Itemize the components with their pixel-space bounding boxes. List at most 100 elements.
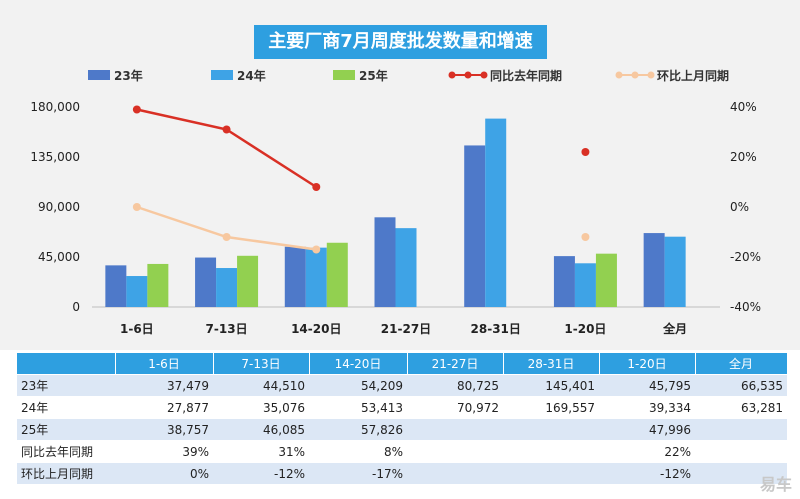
table-row-2-cell-5	[503, 418, 599, 441]
legend-mom: 环比上月同期	[615, 67, 729, 83]
table-row-0: 23年 37,479 44,510 54,209 80,725 145,401 45,795…	[17, 374, 787, 397]
x-tick-6: 全月	[662, 321, 687, 336]
point-0-2	[312, 183, 321, 191]
table-row-2: 25年 38,757 46,085 57,826 47,996	[17, 418, 787, 441]
table-row-4-cell-3: -17%	[309, 462, 407, 485]
table-row-0-cell-3: 54,209	[309, 374, 407, 397]
table-row-0-cell-6: 45,795	[599, 374, 695, 397]
x-tick-3: 21-27日	[381, 322, 431, 336]
point-0-0	[132, 105, 141, 114]
bar-2-1	[237, 255, 259, 307]
table-header-row-cell-7: 全月	[695, 353, 788, 375]
table-row-2-cell-3: 57,826	[309, 418, 407, 441]
line-0-seg	[136, 108, 317, 189]
legend-label-25: 25年	[359, 68, 388, 83]
point-1-5	[581, 233, 590, 241]
table-row-4-cell-0: 环比上月同期	[17, 462, 115, 485]
table-row-3-cell-4	[407, 440, 503, 463]
legend-label-24: 24年	[237, 68, 266, 83]
table-row-0-cell-5: 145,401	[503, 374, 599, 397]
y-right-tick-3: 20%	[730, 150, 757, 164]
table-header-row-cell-5: 28-31日	[503, 353, 600, 375]
table-row-1-cell-0: 24年	[17, 396, 115, 419]
table-row-0-cell-2: 44,510	[213, 374, 309, 397]
table-row-3-cell-3: 8%	[309, 440, 407, 463]
x-tick-2: 14-20日	[291, 322, 341, 336]
table-row-1-cell-1: 27,877	[115, 396, 213, 419]
y-right-tick-2: 0%	[730, 200, 749, 214]
bar-1-3	[395, 228, 417, 307]
y-right-tick-1: -20%	[730, 250, 761, 264]
y-left-tick-3: 135,000	[30, 150, 80, 164]
legend-label-mom: 环比上月同期	[657, 68, 730, 83]
legend-swatch-23	[88, 70, 110, 80]
table-row-3-cell-2: 31%	[213, 440, 309, 463]
table-row-2-cell-2: 46,085	[213, 418, 309, 441]
bar-2-0	[147, 263, 169, 307]
bar-1-0	[126, 276, 148, 307]
bar-2-5	[595, 253, 617, 307]
legend-swatch-24	[211, 70, 233, 80]
bar-0-1	[195, 257, 217, 307]
x-tick-1: 7-13日	[206, 322, 248, 336]
y-left-tick-4: 180,000	[30, 100, 80, 114]
table-row-4-cell-5	[503, 462, 599, 485]
table-header-row-cell-3: 14-20日	[309, 353, 408, 375]
bar-1-5	[574, 263, 596, 307]
y-left-tick-2: 90,000	[38, 200, 80, 214]
table-row-2-cell-7	[695, 418, 787, 441]
bar-1-1	[216, 268, 238, 307]
bar-0-6	[643, 233, 665, 307]
bar-1-2	[305, 247, 327, 307]
legend-label-yoy: 同比去年同期	[490, 68, 563, 83]
table-row-1-cell-3: 53,413	[309, 396, 407, 419]
line-1-seg	[136, 205, 317, 251]
table-header-row-cell-2: 7-13日	[213, 353, 310, 375]
y-left-tick-1: 45,000	[38, 250, 80, 264]
table-row-2-cell-6: 47,996	[599, 418, 695, 441]
bar-0-0	[105, 265, 127, 307]
table-row-1-cell-4: 70,972	[407, 396, 503, 419]
legend-23: 23年	[88, 67, 143, 83]
bar-1-4	[485, 118, 507, 307]
table-row-2-cell-4	[407, 418, 503, 441]
legend-line-yoy	[448, 71, 488, 79]
legend-yoy: 同比去年同期	[448, 67, 562, 83]
legend-24: 24年	[211, 67, 266, 83]
bar-0-4	[464, 145, 486, 307]
table-row-0-cell-1: 37,479	[115, 374, 213, 397]
table-row-4-cell-4	[407, 462, 503, 485]
table-header-row-cell-6: 1-20日	[599, 353, 696, 375]
y-left-tick-0: 0	[72, 300, 80, 314]
point-1-0	[132, 203, 141, 211]
bar-1-6	[664, 236, 686, 307]
x-tick-4: 28-31日	[471, 322, 521, 336]
bar-2-2	[326, 242, 348, 307]
point-0-5	[581, 148, 590, 156]
watermark: 易车	[759, 475, 792, 494]
legend-line-mom	[615, 71, 655, 79]
table-row-0-cell-4: 80,725	[407, 374, 503, 397]
table-row-3-cell-6: 22%	[599, 440, 695, 463]
legend-swatch-25	[333, 70, 355, 80]
table-row-4-cell-1: 0%	[115, 462, 213, 485]
table-header-row-cell-1: 1-6日	[115, 353, 214, 375]
table-row-0-cell-7: 66,535	[695, 374, 787, 397]
table-row-2-cell-1: 38,757	[115, 418, 213, 441]
legend-label-23: 23年	[114, 68, 143, 83]
x-tick-0: 1-6日	[120, 322, 154, 336]
bar-0-2	[284, 246, 306, 307]
bar-0-5	[553, 256, 575, 307]
point-0-1	[222, 125, 231, 134]
table-row-1: 24年 27,877 35,076 53,413 70,972 169,557 39,334…	[17, 396, 787, 419]
table-row-3-cell-1: 39%	[115, 440, 213, 463]
table-row-4-cell-7	[695, 462, 787, 485]
bar-0-3	[374, 217, 396, 307]
table-row-0-cell-0: 23年	[17, 374, 115, 397]
table-row-1-cell-5: 169,557	[503, 396, 599, 419]
y-right-tick-4: 40%	[730, 100, 757, 114]
table-row-1-cell-7: 63,281	[695, 396, 787, 419]
data-table: 1-6日 7-13日 14-20日 21-27日 28-31日 1-20日 全月 23年 37,…	[17, 353, 788, 485]
table-row-3-cell-0: 同比去年同期	[17, 440, 115, 463]
point-1-2	[312, 245, 321, 254]
